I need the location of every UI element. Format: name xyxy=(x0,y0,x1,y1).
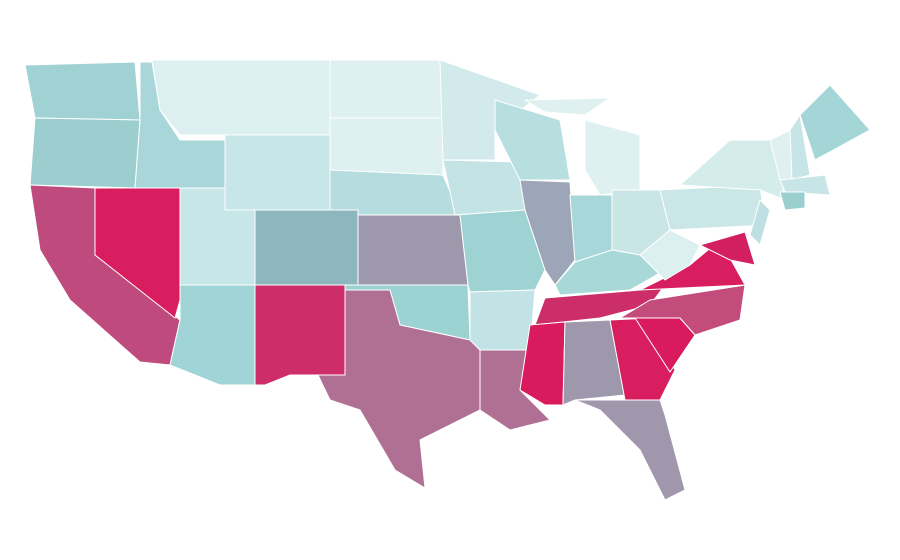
state-region xyxy=(469,289,536,351)
state-region xyxy=(574,399,686,501)
state-region xyxy=(329,169,461,216)
state-region xyxy=(357,214,469,286)
state-region xyxy=(329,59,444,119)
state-region xyxy=(659,184,766,231)
state-region xyxy=(317,289,481,489)
state-region xyxy=(749,199,771,246)
state-region xyxy=(779,174,831,196)
state-region xyxy=(254,209,359,286)
state-region xyxy=(699,231,756,266)
state-region xyxy=(519,321,566,406)
state-region xyxy=(562,319,626,406)
state-region xyxy=(442,159,526,216)
state-region xyxy=(169,284,256,386)
state-region xyxy=(24,61,141,121)
state-region xyxy=(254,284,346,386)
state-region xyxy=(779,191,806,211)
state-region xyxy=(439,59,541,161)
state-region xyxy=(329,117,444,176)
state-region xyxy=(799,84,871,161)
state-region xyxy=(584,119,641,196)
state-region xyxy=(494,99,571,181)
state-region xyxy=(524,97,611,116)
state-region xyxy=(29,117,141,189)
state-region xyxy=(619,284,746,336)
state-region xyxy=(224,134,331,211)
state-region xyxy=(789,114,811,181)
state-region xyxy=(151,59,331,136)
